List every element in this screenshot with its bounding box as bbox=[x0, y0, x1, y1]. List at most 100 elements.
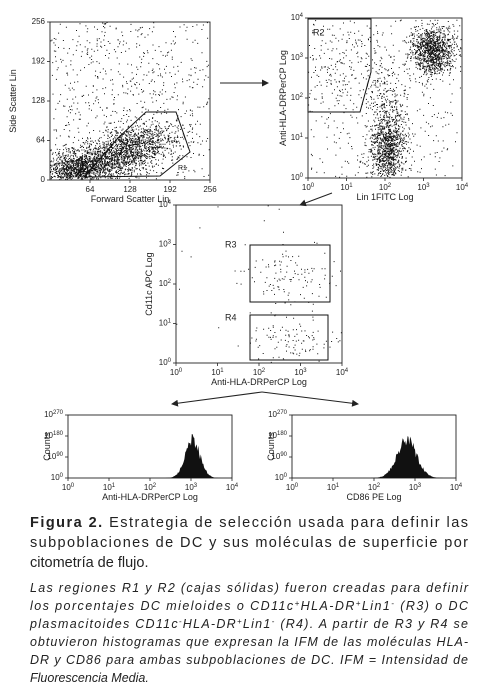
tick-base: 10 bbox=[409, 483, 418, 492]
note-line: DR y CD86 para ambas subpoblaciones de D… bbox=[30, 653, 468, 667]
tick-base: 10 bbox=[159, 200, 168, 209]
x-tick-label: 100 bbox=[286, 483, 299, 493]
tick-exponent: 180 bbox=[53, 431, 64, 437]
x-tick-label: 104 bbox=[336, 368, 349, 378]
arrow bbox=[299, 192, 333, 207]
y-tick-label: 100 bbox=[275, 473, 288, 483]
tick-exponent: 0 bbox=[179, 368, 183, 374]
y-tick-label: 100 bbox=[159, 358, 172, 368]
y-tick-label: 104 bbox=[159, 200, 172, 210]
tick-base: 10 bbox=[456, 183, 465, 192]
y-tick-label: 256 bbox=[32, 17, 46, 26]
tick-exponent: 270 bbox=[53, 410, 64, 416]
tick-base: 10 bbox=[294, 368, 303, 377]
x-tick-label: 103 bbox=[294, 368, 307, 378]
tick-exponent: 2 bbox=[153, 483, 157, 489]
x-tick-label: 256 bbox=[203, 185, 217, 194]
tick-exponent: 90 bbox=[280, 452, 287, 458]
tick-exponent: 1 bbox=[336, 483, 340, 489]
x-tick-label: 101 bbox=[340, 183, 353, 193]
x-tick-label: 128 bbox=[123, 185, 137, 194]
y-tick-label: 100 bbox=[51, 473, 64, 483]
tick-exponent: 1 bbox=[168, 318, 172, 324]
tick-base: 10 bbox=[159, 240, 168, 249]
tick-base: 10 bbox=[327, 483, 336, 492]
caption-line: subpoblaciones de DC y sus moléculas de … bbox=[30, 535, 468, 551]
tick-exponent: 1 bbox=[300, 133, 304, 139]
note-text: HLA-DR bbox=[301, 599, 355, 613]
note-superscript: + bbox=[295, 599, 300, 608]
x-tick-label: 104 bbox=[456, 183, 469, 193]
tick-base: 10 bbox=[51, 473, 60, 482]
tick-exponent: 0 bbox=[168, 358, 172, 364]
tick-base: 10 bbox=[211, 368, 220, 377]
tick-base: 10 bbox=[103, 483, 112, 492]
tick-base: 10 bbox=[336, 368, 345, 377]
x-tick-label: 104 bbox=[226, 483, 239, 493]
x-axis-label: Forward Scatter Lin bbox=[91, 194, 170, 204]
x-tick-label: 103 bbox=[417, 183, 430, 193]
y-tick-label: 102 bbox=[291, 93, 304, 103]
y-tick-label: 103 bbox=[159, 239, 172, 249]
x-tick-label: 102 bbox=[144, 483, 157, 493]
tick-base: 10 bbox=[185, 483, 194, 492]
tick-base: 10 bbox=[450, 483, 459, 492]
note-superscript: - bbox=[179, 617, 182, 626]
tick-exponent: 3 bbox=[426, 183, 430, 189]
tick-base: 10 bbox=[253, 368, 262, 377]
gate-label: R1 bbox=[178, 165, 187, 172]
y-tick-label: 10270 bbox=[44, 410, 64, 420]
tick-base: 10 bbox=[62, 483, 71, 492]
x-tick-label: 103 bbox=[185, 483, 198, 493]
tick-base: 10 bbox=[275, 473, 284, 482]
y-tick-label: 10180 bbox=[268, 431, 288, 441]
tick-exponent: 2 bbox=[377, 483, 381, 489]
note-text: (R4). A partir de R3 y R4 se bbox=[276, 617, 468, 631]
tick-exponent: 1 bbox=[349, 183, 353, 189]
x-axis-label: CD86 PE Log bbox=[346, 492, 401, 502]
tick-base: 10 bbox=[271, 452, 280, 461]
tick-exponent: 3 bbox=[168, 239, 172, 245]
note-text: DR y CD86 para ambas subpoblaciones de D… bbox=[30, 653, 468, 667]
caption-text: subpoblaciones de DC y sus moléculas de … bbox=[30, 535, 468, 551]
x-axis-label: Anti-HLA-DRPerCP Log bbox=[102, 492, 198, 502]
note-text: (R3) o DC bbox=[395, 599, 469, 613]
y-tick-label: 100 bbox=[291, 173, 304, 183]
tick-exponent: 3 bbox=[303, 368, 307, 374]
tick-exponent: 4 bbox=[459, 483, 463, 489]
note-line: plasmacitoides CD11c-HLA-DR+Lin1- (R4). … bbox=[29, 617, 468, 632]
tick-exponent: 2 bbox=[300, 93, 304, 99]
tick-exponent: 3 bbox=[418, 483, 422, 489]
tick-exponent: 1 bbox=[112, 483, 116, 489]
x-tick-label: 100 bbox=[62, 483, 75, 493]
note-line: Fluorescencia Media. bbox=[30, 671, 149, 685]
y-axis-label: Cd11c APC Log bbox=[144, 252, 154, 315]
gate bbox=[307, 18, 372, 113]
x-tick-label: 101 bbox=[327, 483, 340, 493]
tick-base: 10 bbox=[159, 279, 168, 288]
tick-exponent: 4 bbox=[465, 183, 469, 189]
y-axis-label: Side Scatter Lin bbox=[8, 69, 18, 133]
x-tick-label: 103 bbox=[409, 483, 422, 493]
y-tick-label: 128 bbox=[32, 96, 46, 105]
note-text: obtuvieron histogramas que expresan la I… bbox=[30, 635, 468, 649]
gate-label: R2 bbox=[313, 27, 325, 37]
tick-base: 10 bbox=[302, 183, 311, 192]
event-dots bbox=[308, 18, 462, 178]
note-line: los porcentajes DC mieloides o CD11c+HLA… bbox=[30, 599, 469, 614]
tick-exponent: 4 bbox=[235, 483, 239, 489]
tick-base: 10 bbox=[170, 368, 179, 377]
event-dots bbox=[50, 22, 210, 180]
note-text: Lin1 bbox=[243, 617, 270, 631]
tick-exponent: 2 bbox=[262, 368, 266, 374]
tick-base: 10 bbox=[226, 483, 235, 492]
tick-base: 10 bbox=[291, 93, 300, 102]
y-tick-label: 101 bbox=[291, 133, 304, 143]
y-tick-label: 1090 bbox=[47, 452, 63, 462]
tick-exponent: 0 bbox=[284, 473, 288, 479]
tick-base: 10 bbox=[47, 452, 56, 461]
x-tick-label: 102 bbox=[253, 368, 266, 378]
tick-exponent: 0 bbox=[295, 483, 299, 489]
caption-text: Estrategia de selección usada para defin… bbox=[109, 515, 468, 531]
